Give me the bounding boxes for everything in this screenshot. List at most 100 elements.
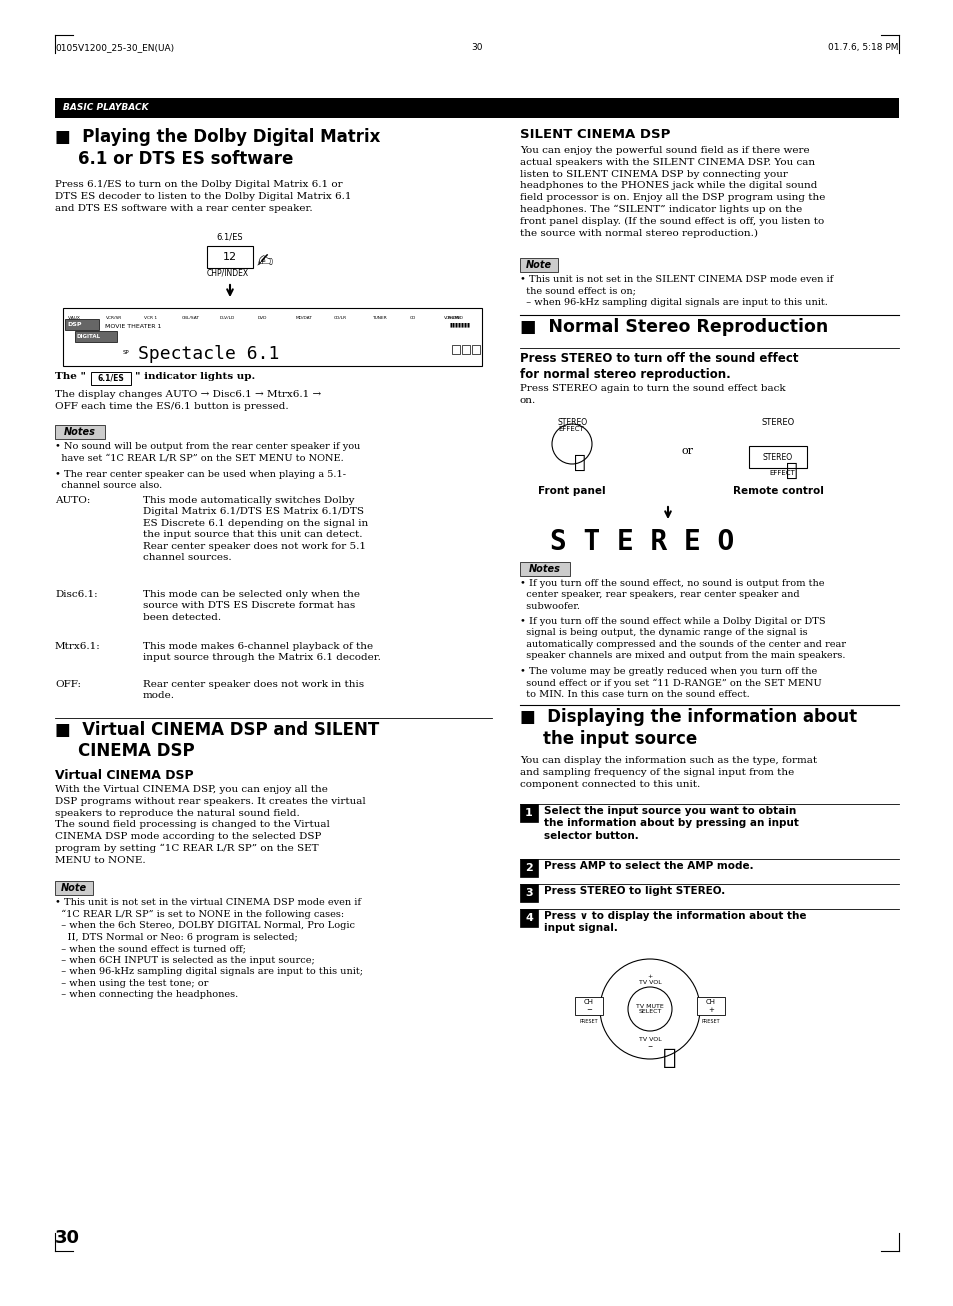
Text: 12: 12 — [223, 252, 236, 263]
Text: STEREO: STEREO — [760, 418, 794, 427]
Text: With the Virtual CINEMA DSP, you can enjoy all the
DSP programs without rear spe: With the Virtual CINEMA DSP, you can enj… — [55, 785, 365, 866]
Text: 4: 4 — [524, 913, 533, 923]
Text: 6.1/ES: 6.1/ES — [97, 374, 124, 383]
Text: DSP: DSP — [67, 321, 81, 326]
Text: MOVIE THEATER 1: MOVIE THEATER 1 — [105, 324, 161, 329]
Text: or: or — [681, 447, 693, 456]
Text: You can enjoy the powerful sound field as if there were
actual speakers with the: You can enjoy the powerful sound field a… — [519, 146, 824, 239]
Text: EFFECT: EFFECT — [558, 426, 583, 432]
Text: Press STEREO again to turn the sound effect back
on.: Press STEREO again to turn the sound eff… — [519, 384, 785, 405]
Text: EFFECT: EFFECT — [768, 470, 794, 475]
Text: • This unit is not set in the SILENT CINEMA DSP mode even if
  the sound effect : • This unit is not set in the SILENT CIN… — [519, 276, 832, 307]
Text: PRESET: PRESET — [701, 1019, 720, 1024]
Text: VCR 1: VCR 1 — [144, 316, 157, 320]
Bar — [55, 882, 92, 895]
Text: TV VOL
−: TV VOL − — [638, 1037, 660, 1049]
Text: • No sound will be output from the rear center speaker if you
  have set “1C REA: • No sound will be output from the rear … — [55, 441, 360, 462]
Text: The ": The " — [55, 372, 86, 381]
Text: " indicator lights up.: " indicator lights up. — [135, 372, 255, 381]
Bar — [55, 424, 105, 439]
Bar — [697, 996, 724, 1015]
Text: PRESET: PRESET — [579, 1019, 598, 1024]
Text: MD/DAT: MD/DAT — [295, 316, 313, 320]
Text: 3: 3 — [525, 888, 533, 899]
Bar — [519, 884, 537, 902]
Text: • The rear center speaker can be used when playing a 5.1-
  channel source also.: • The rear center speaker can be used wh… — [55, 470, 346, 491]
Text: ■  Virtual CINEMA DSP and SILENT
    CINEMA DSP: ■ Virtual CINEMA DSP and SILENT CINEMA D… — [55, 721, 379, 760]
Text: S T E R E O: S T E R E O — [550, 528, 734, 556]
Text: This mode automatically switches Dolby
Digital Matrix 6.1/DTS ES Matrix 6.1/DTS
: This mode automatically switches Dolby D… — [143, 496, 368, 563]
Bar — [472, 345, 479, 354]
Bar — [461, 345, 470, 354]
Text: AUTO:: AUTO: — [55, 496, 91, 505]
Text: ■  Playing the Dolby Digital Matrix
    6.1 or DTS ES software: ■ Playing the Dolby Digital Matrix 6.1 o… — [55, 128, 380, 167]
Text: Notes: Notes — [64, 427, 96, 438]
Text: STEREO: STEREO — [762, 452, 792, 461]
Text: DVD: DVD — [257, 316, 267, 320]
Text: 30: 30 — [471, 43, 482, 52]
Text: ✍: ✍ — [574, 454, 585, 471]
Text: Press 6.1/ES to turn on the Dolby Digital Matrix 6.1 or
DTS ES decoder to listen: Press 6.1/ES to turn on the Dolby Digita… — [55, 180, 351, 213]
Text: 6.1/ES: 6.1/ES — [216, 232, 243, 242]
Bar — [65, 319, 99, 330]
Text: CH
+: CH + — [705, 999, 716, 1012]
Text: ✍: ✍ — [662, 1047, 676, 1070]
Text: CD/LR: CD/LR — [334, 316, 347, 320]
Text: SP: SP — [123, 350, 130, 354]
Text: Note: Note — [525, 260, 552, 270]
Bar — [519, 259, 558, 272]
Text: Spectacle 6.1: Spectacle 6.1 — [138, 345, 279, 363]
Text: 0105V1200_25-30_EN(UA): 0105V1200_25-30_EN(UA) — [55, 43, 174, 52]
Text: DLV/LD: DLV/LD — [220, 316, 235, 320]
Text: Notes: Notes — [529, 564, 560, 575]
Text: • If you turn off the sound effect, no sound is output from the
  center speaker: • If you turn off the sound effect, no s… — [519, 579, 823, 611]
Bar — [575, 996, 602, 1015]
Text: Virtual CINEMA DSP: Virtual CINEMA DSP — [55, 769, 193, 782]
Text: BASIC PLAYBACK: BASIC PLAYBACK — [63, 103, 149, 112]
Text: Press STEREO to turn off the sound effect
for normal stereo reproduction.: Press STEREO to turn off the sound effec… — [519, 353, 798, 381]
Bar — [55, 98, 898, 118]
Text: PHONO: PHONO — [448, 316, 463, 320]
Bar — [63, 308, 481, 366]
Bar — [207, 246, 253, 268]
Text: Select the input source you want to obtain
the information about by pressing an : Select the input source you want to obta… — [543, 806, 798, 841]
Text: +
TV VOL: + TV VOL — [638, 974, 660, 986]
Text: ✍: ✍ — [785, 462, 797, 481]
Text: CH
−: CH − — [583, 999, 594, 1012]
Text: The display changes AUTO → Disc6.1 → Mtrx6.1 →
OFF each time the ES/6.1 button i: The display changes AUTO → Disc6.1 → Mtr… — [55, 390, 321, 411]
Bar — [452, 345, 459, 354]
Text: DIGITAL: DIGITAL — [77, 333, 101, 338]
Bar — [519, 804, 537, 821]
Bar — [519, 562, 569, 576]
Text: • This unit is not set in the virtual CINEMA DSP mode even if
  “1C REAR L/R SP”: • This unit is not set in the virtual CI… — [55, 899, 363, 999]
Text: Rear center speaker does not work in this
mode.: Rear center speaker does not work in thi… — [143, 680, 364, 700]
Text: OFF:: OFF: — [55, 680, 81, 690]
Text: This mode can be selected only when the
source with DTS ES Discrete format has
b: This mode can be selected only when the … — [143, 590, 359, 622]
Text: TUNER: TUNER — [372, 316, 386, 320]
Text: Press ∨ to display the information about the
input signal.: Press ∨ to display the information about… — [543, 912, 805, 934]
Text: Disc6.1:: Disc6.1: — [55, 590, 97, 599]
Text: 01.7.6, 5:18 PM: 01.7.6, 5:18 PM — [827, 43, 898, 52]
Bar — [519, 909, 537, 927]
Text: Front panel: Front panel — [537, 486, 605, 496]
Text: You can display the information such as the type, format
and sampling frequency : You can display the information such as … — [519, 756, 817, 789]
Text: Remote control: Remote control — [732, 486, 822, 496]
Bar — [519, 859, 537, 878]
Text: This mode makes 6-channel playback of the
input source through the Matrix 6.1 de: This mode makes 6-channel playback of th… — [143, 643, 380, 662]
Text: CD: CD — [410, 316, 416, 320]
Text: ■  Normal Stereo Reproduction: ■ Normal Stereo Reproduction — [519, 317, 827, 336]
Bar — [91, 372, 131, 385]
Text: • The volume may be greatly reduced when you turn off the
  sound effect or if y: • The volume may be greatly reduced when… — [519, 667, 821, 699]
Text: SILENT CINEMA DSP: SILENT CINEMA DSP — [519, 128, 670, 141]
Text: 1: 1 — [524, 808, 533, 818]
Text: Mtrx6.1:: Mtrx6.1: — [55, 643, 101, 650]
Text: • If you turn off the sound effect while a Dolby Digital or DTS
  signal is bein: • If you turn off the sound effect while… — [519, 616, 845, 661]
Text: ▮▮▮▮▮▮▮: ▮▮▮▮▮▮▮ — [450, 323, 471, 326]
Text: STEREO: STEREO — [558, 418, 587, 427]
Text: VCR/SR: VCR/SR — [106, 316, 122, 320]
Bar — [748, 447, 806, 468]
Text: 2: 2 — [524, 863, 533, 872]
Text: Press AMP to select the AMP mode.: Press AMP to select the AMP mode. — [543, 861, 753, 871]
Text: ✍: ✍ — [256, 252, 273, 272]
Bar — [75, 330, 117, 342]
